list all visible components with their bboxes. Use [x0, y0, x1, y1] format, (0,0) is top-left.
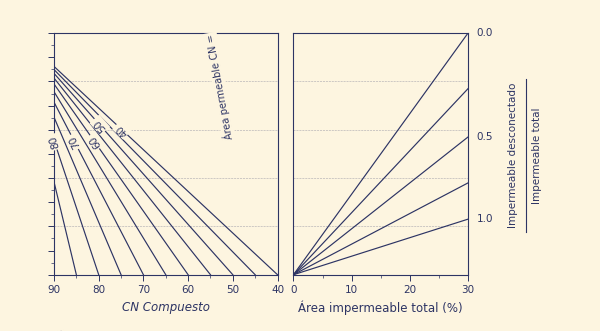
Text: 0.5: 0.5 — [477, 132, 493, 142]
Text: Área permeable CN =: Área permeable CN = — [204, 33, 235, 140]
Text: 50: 50 — [92, 117, 108, 133]
Text: 70: 70 — [67, 134, 82, 150]
Text: Impermeable total: Impermeable total — [532, 107, 542, 204]
Text: 0.0: 0.0 — [477, 28, 493, 38]
Text: 80: 80 — [47, 134, 61, 150]
X-axis label: CN Compuesto: CN Compuesto — [122, 301, 210, 314]
X-axis label: Área impermeable total (%): Área impermeable total (%) — [298, 301, 463, 315]
Text: 90: 90 — [57, 328, 69, 331]
Text: Impermeable desconectado: Impermeable desconectado — [508, 83, 518, 228]
Text: 40: 40 — [114, 122, 130, 138]
Text: 1.0: 1.0 — [477, 214, 493, 224]
Text: 60: 60 — [87, 134, 103, 150]
